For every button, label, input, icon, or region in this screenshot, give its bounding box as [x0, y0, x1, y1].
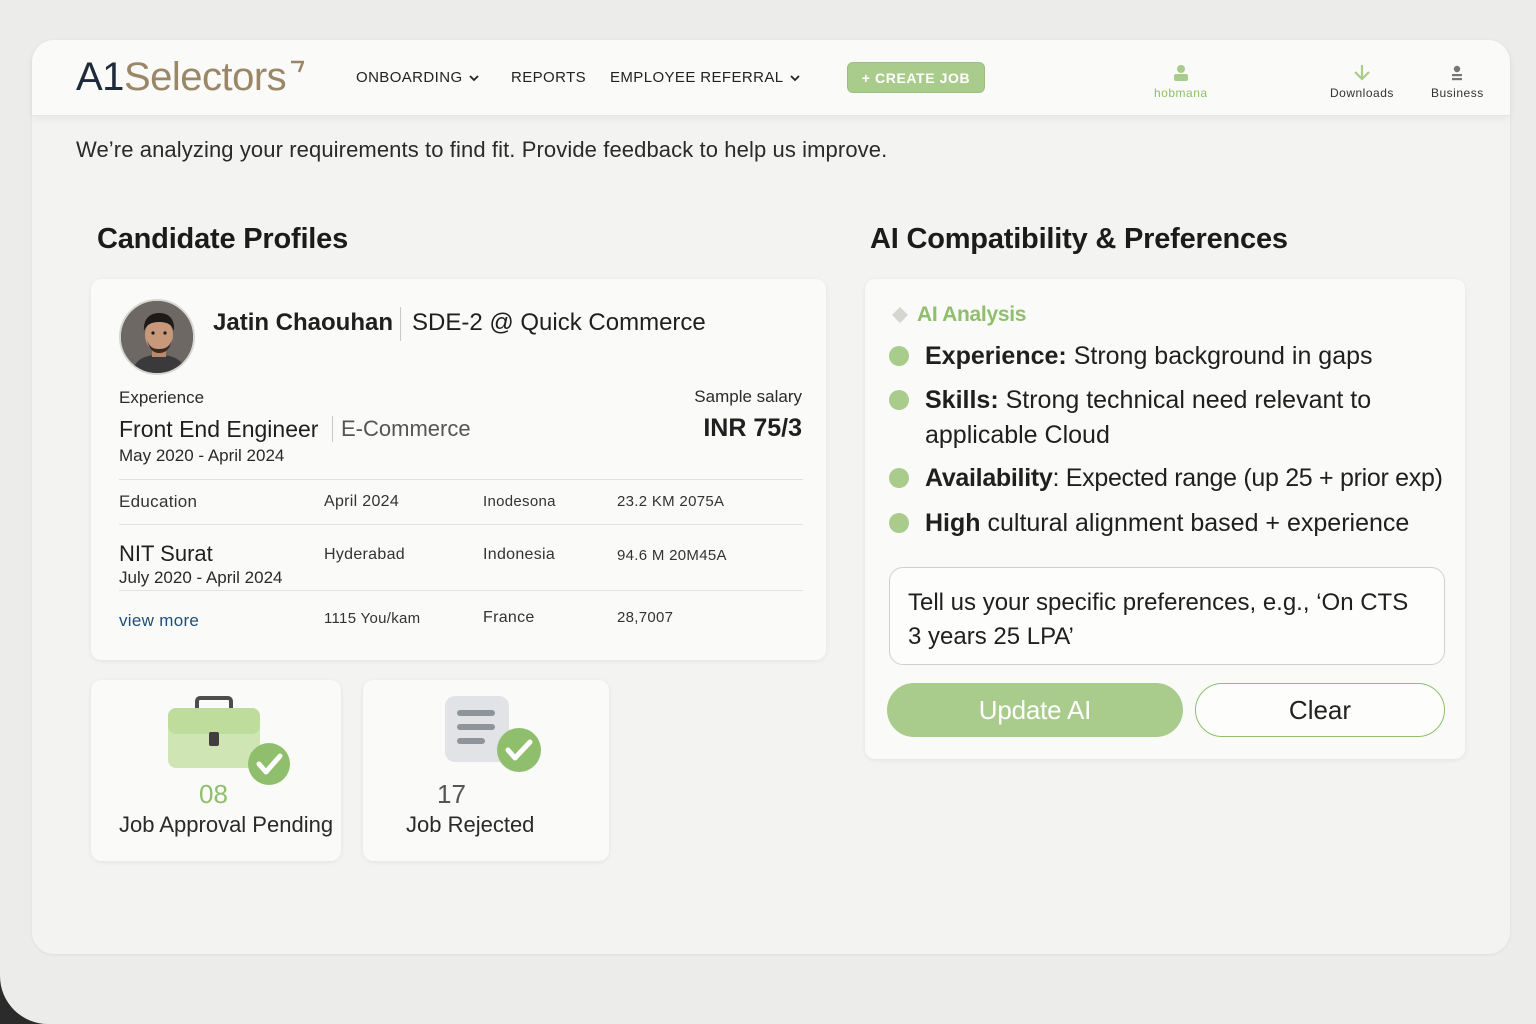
business-label: Business: [1431, 86, 1484, 100]
experience-label: Experience: [119, 388, 205, 407]
nav-reports-label: REPORTS: [511, 69, 587, 86]
logo[interactable]: A1Selectors: [76, 54, 305, 100]
nav-employee-referral[interactable]: EMPLOYEE REFERRAL: [610, 69, 800, 86]
download-icon: [1354, 65, 1370, 81]
candidate-name[interactable]: Jatin Chaouhan: [213, 309, 394, 336]
ai-point-availability: Availability: Expected range (up 25 + pr…: [889, 461, 1459, 496]
job-title: Front End Engineer: [119, 416, 319, 442]
education-col-place: Inodesona: [483, 493, 556, 510]
ai-point-value: Strong technical need relevant to applic…: [925, 386, 1372, 449]
stat-card-pending[interactable]: 08 Job Approval Pending: [91, 680, 341, 861]
ai-point-text: High cultural alignment based + experien…: [925, 506, 1409, 541]
ai-compatibility-title: AI Compatibility & Preferences: [870, 223, 1288, 255]
nav-onboarding[interactable]: ONBOARDING: [356, 69, 479, 86]
ai-point-key: High: [925, 509, 981, 537]
ai-point-value: Strong background in gaps: [1066, 342, 1373, 370]
divider: [119, 524, 803, 525]
experience-dates: May 2020 - April 2024: [119, 446, 285, 465]
ai-point-text: Skills: Strong technical need relevant t…: [925, 383, 1389, 453]
candidate-role: SDE-2 @ Quick Commerce: [412, 309, 706, 336]
table-cell: 94.6 M 20M45A: [617, 547, 727, 564]
chevron-down-icon: [468, 74, 479, 81]
candidate-profiles-title: Candidate Profiles: [97, 223, 349, 255]
ai-point-culture: High cultural alignment based + experien…: [889, 506, 1409, 541]
industry: E-Commerce: [341, 416, 471, 441]
divider: [119, 479, 803, 480]
user-menu[interactable]: hobmana: [1154, 64, 1208, 100]
rejected-count: 17: [437, 779, 466, 809]
bullet-dot-icon: [889, 513, 909, 533]
person-photo-icon: [121, 301, 193, 373]
logo-text-selectors: Selectors: [123, 55, 287, 99]
divider: [332, 416, 333, 442]
downloads-link[interactable]: Downloads: [1330, 64, 1394, 100]
table-cell: 28,7007: [617, 609, 674, 626]
stat-card-rejected[interactable]: 17 Job Rejected: [363, 680, 609, 861]
school-dates: July 2020 - April 2024: [119, 568, 283, 587]
school-name: NIT Surat: [119, 541, 213, 566]
education-label: Education: [119, 492, 198, 511]
salary-label: Sample salary: [694, 387, 802, 406]
ai-analysis-label: AI Analysis: [917, 303, 1027, 326]
table-cell: Indonesia: [483, 546, 556, 563]
view-more-link[interactable]: view more: [119, 611, 200, 630]
top-navbar: A1Selectors ONBOARDING REPORTS EMPLOYEE …: [32, 40, 1510, 116]
ai-analysis-header: AI Analysis: [891, 303, 1026, 327]
document-icon: [445, 696, 541, 772]
table-cell: France: [483, 609, 535, 626]
nav-onboarding-label: ONBOARDING: [356, 69, 463, 86]
bullet-dot-icon: [889, 468, 909, 488]
app-window: A1Selectors ONBOARDING REPORTS EMPLOYEE …: [32, 40, 1510, 954]
bullet-dot-icon: [889, 346, 909, 366]
ai-point-key: Availability: [925, 464, 1053, 492]
ai-point-text: Experience: Strong background in gaps: [925, 339, 1373, 374]
ai-point-value: : Expected range (up 25 + prior exp): [1052, 464, 1443, 492]
logo-text-a1: A1: [76, 55, 124, 99]
ai-point-experience: Experience: Strong background in gaps: [889, 339, 1373, 374]
user-icon: [1173, 65, 1188, 81]
divider: [400, 307, 401, 341]
diamond-icon: [892, 307, 908, 323]
table-cell: 1115 You/kam: [324, 610, 421, 627]
preferences-input[interactable]: Tell us your specific preferences, e.g.,…: [889, 567, 1445, 665]
candidate-card: Jatin Chaouhan SDE-2 @ Quick Commerce Ex…: [91, 279, 826, 660]
pending-count: 08: [199, 779, 228, 809]
business-link[interactable]: Business: [1431, 64, 1484, 100]
ai-point-key: Skills:: [925, 386, 999, 414]
downloads-label: Downloads: [1330, 86, 1394, 100]
nav-reports[interactable]: REPORTS: [511, 69, 586, 86]
salary-value: INR 75/3: [703, 414, 802, 442]
briefcase-icon: [168, 696, 290, 785]
logo-mark-icon: [291, 60, 305, 73]
avatar: [119, 299, 195, 375]
education-col-date: April 2024: [324, 493, 400, 510]
create-job-button[interactable]: + CREATE JOB: [847, 62, 985, 93]
ai-point-text: Availability: Expected range (up 25 + pr…: [925, 461, 1443, 496]
analysis-notice: We’re analyzing your requirements to fin…: [76, 137, 888, 162]
update-ai-button[interactable]: Update AI: [887, 683, 1183, 737]
chevron-down-icon: [789, 74, 800, 81]
table-cell: Hyderabad: [324, 546, 405, 563]
nav-employee-referral-label: EMPLOYEE REFERRAL: [610, 69, 784, 86]
divider: [119, 590, 803, 591]
ai-point-skills: Skills: Strong technical need relevant t…: [889, 383, 1389, 453]
rejected-label: Job Rejected: [406, 812, 535, 837]
ai-analysis-card: AI Analysis Experience: Strong backgroun…: [865, 279, 1465, 759]
business-icon: [1452, 65, 1463, 81]
ai-point-key: Experience:: [925, 342, 1067, 370]
education-col-metric: 23.2 KM 2075A: [617, 493, 725, 510]
ai-point-value: cultural alignment based + experience: [980, 509, 1410, 537]
pending-label: Job Approval Pending: [119, 812, 334, 837]
clear-button[interactable]: Clear: [1195, 683, 1445, 737]
user-name: hobmana: [1154, 86, 1208, 100]
bullet-dot-icon: [889, 390, 909, 410]
